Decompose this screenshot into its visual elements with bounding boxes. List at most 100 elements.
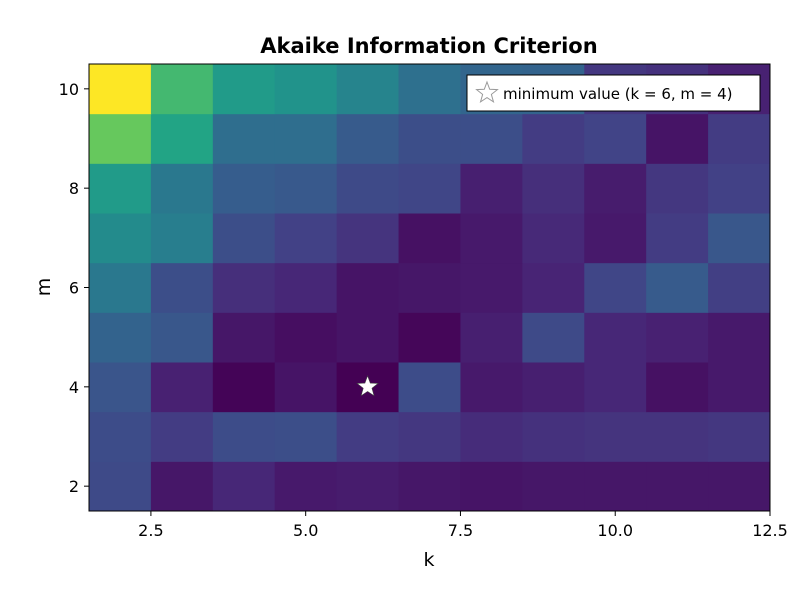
x-tick-label: 12.5 (752, 521, 788, 540)
y-axis-label: m (33, 278, 55, 297)
heatmap-cell (522, 362, 585, 413)
heatmap-cell (89, 362, 152, 413)
heatmap-cell (274, 163, 338, 214)
heatmap-cell (708, 312, 771, 363)
y-axis-ticks: 2 4 6 8 10 (59, 80, 89, 496)
heatmap-cell (150, 461, 214, 512)
legend: minimum value (k = 6, m = 4) (466, 74, 761, 112)
x-tick-label: 2.5 (138, 521, 163, 540)
heatmap-cell (274, 262, 338, 313)
heatmap-cell (212, 163, 276, 214)
heatmap-cell (646, 461, 709, 512)
heatmap-cell (584, 411, 647, 462)
heatmap-cell (150, 113, 214, 164)
heatmap-cell (522, 163, 585, 214)
heatmap-cell (522, 312, 585, 363)
heatmap-cell (89, 461, 152, 512)
heatmap-cell (460, 461, 523, 512)
heatmap-cell (460, 262, 523, 313)
heatmap-cell (398, 113, 461, 164)
heatmap-cell (398, 213, 461, 264)
heatmap-cell (522, 213, 585, 264)
heatmap-cell (708, 113, 771, 164)
heatmap-cell (646, 411, 709, 462)
heatmap-cell (274, 64, 338, 115)
heatmap-cell (522, 461, 585, 512)
x-tick-label: 7.5 (448, 521, 473, 540)
heatmap-cell (89, 262, 152, 313)
heatmap-cell (398, 163, 461, 214)
heatmap-cell (212, 411, 276, 462)
heatmap-cell (708, 362, 771, 413)
heatmap-cell (150, 163, 214, 214)
heatmap-cell (150, 213, 214, 264)
heatmap-cell (274, 461, 338, 512)
heatmap-cell (150, 362, 214, 413)
heatmap-cell (150, 312, 214, 363)
minimum-marker-layer (356, 374, 379, 397)
heatmap-cell (522, 411, 585, 462)
heatmap-cell (336, 163, 400, 214)
heatmap-cell (150, 411, 214, 462)
heatmap-cell (398, 362, 461, 413)
heatmap-cell (584, 461, 647, 512)
heatmap-cell (212, 113, 276, 164)
heatmap-cell (708, 461, 771, 512)
heatmap-cell (460, 163, 523, 214)
heatmap-cell (212, 312, 276, 363)
y-tick-label: 6 (69, 279, 79, 298)
heatmap-cell (398, 64, 461, 115)
heatmap-cell (646, 312, 709, 363)
heatmap-cell (708, 411, 771, 462)
legend-box (466, 74, 761, 112)
heatmap-cell (212, 64, 276, 115)
y-tick-label: 10 (59, 80, 79, 99)
heatmap-cell (646, 362, 709, 413)
chart-title: Akaike Information Criterion (260, 34, 597, 58)
heatmap-cell (460, 362, 523, 413)
heatmap-cell (460, 113, 523, 164)
heatmap-cell (274, 213, 338, 264)
heatmap-cell (89, 64, 152, 115)
heatmap-cell (398, 262, 461, 313)
x-axis-ticks: 2.5 5.0 7.5 10.0 12.5 (138, 511, 788, 540)
heatmap-cell (89, 163, 152, 214)
minimum-star-icon (356, 374, 379, 397)
heatmap-cell (584, 163, 647, 214)
y-tick-label: 4 (69, 378, 79, 397)
heatmap-cell (522, 113, 585, 164)
heatmap-cell (584, 213, 647, 264)
heatmap-cell (150, 262, 214, 313)
heatmap-cell (584, 262, 647, 313)
heatmap-cell (708, 163, 771, 214)
heatmap-cell (336, 461, 400, 512)
legend-label: minimum value (k = 6, m = 4) (503, 85, 733, 103)
heatmap-cell (460, 312, 523, 363)
x-tick-label: 10.0 (597, 521, 633, 540)
heatmap-cell (89, 213, 152, 264)
heatmap-cell (646, 262, 709, 313)
heatmap-cell (150, 64, 214, 115)
heatmap-cell (460, 213, 523, 264)
heatmap-cell (584, 312, 647, 363)
heatmap-cell (212, 362, 276, 413)
heatmap-cell (212, 262, 276, 313)
x-tick-label: 5.0 (293, 521, 318, 540)
heatmap-cell (398, 411, 461, 462)
heatmap-cell (522, 262, 585, 313)
heatmap-cell (584, 362, 647, 413)
heatmap-cell (274, 411, 338, 462)
legend-star-shape (475, 80, 499, 104)
heatmap-cell (646, 213, 709, 264)
heatmap-cell (398, 312, 461, 363)
heatmap-cell (398, 461, 461, 512)
heatmap-cell (336, 113, 400, 164)
heatmap-cell (274, 113, 338, 164)
heatmap-cell (89, 411, 152, 462)
heatmap-cell (646, 113, 709, 164)
heatmap-cell (336, 64, 400, 115)
heatmap-cell (212, 461, 276, 512)
heatmap-cell (336, 262, 400, 313)
heatmap-cell (584, 113, 647, 164)
